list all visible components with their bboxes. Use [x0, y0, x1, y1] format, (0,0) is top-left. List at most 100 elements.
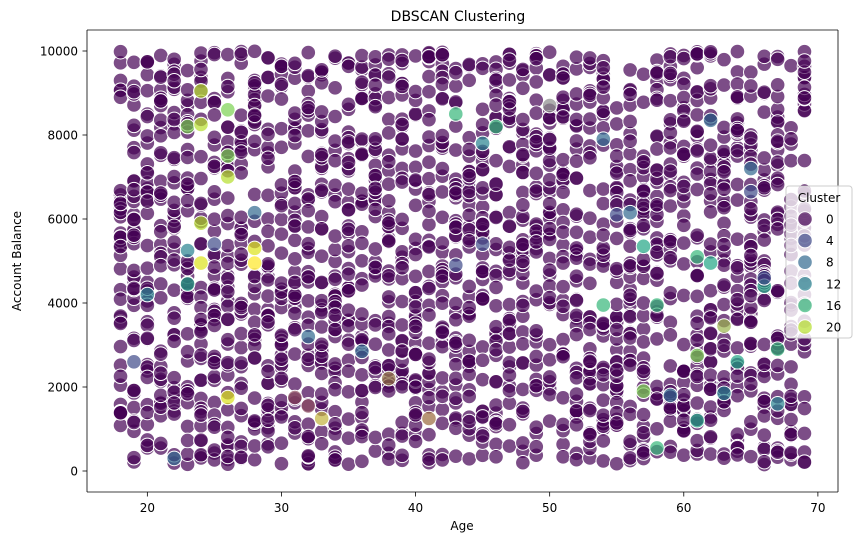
data-point: [193, 446, 209, 463]
data-point: [555, 109, 571, 125]
data-point: [260, 88, 276, 104]
data-point: [273, 351, 290, 368]
data-point: [246, 327, 263, 343]
data-point: [568, 240, 585, 256]
data-point: [447, 64, 464, 81]
data-point: [126, 280, 142, 297]
data-point: [380, 153, 397, 170]
data-point: [407, 268, 424, 285]
data-point: [193, 45, 209, 61]
data-point: [461, 353, 478, 370]
data-point: [635, 183, 652, 199]
data-point: [206, 282, 223, 298]
data-point: [568, 206, 585, 223]
data-point: [675, 217, 692, 234]
data-point: [206, 419, 223, 435]
data-point: [421, 351, 437, 367]
data-point: [313, 365, 330, 382]
data-point: [716, 385, 732, 402]
data-point: [394, 174, 410, 190]
data-point: [380, 451, 397, 468]
data-point: [246, 413, 263, 429]
data-point: [193, 170, 209, 187]
data-point: [313, 410, 330, 427]
data-point: [367, 241, 384, 257]
data-point: [273, 197, 290, 214]
data-point: [702, 255, 719, 271]
data-point: [716, 277, 732, 293]
data-point: [716, 318, 732, 334]
data-point: [166, 111, 182, 128]
data-point: [461, 366, 478, 383]
data-point: [461, 56, 478, 73]
data-point: [273, 120, 290, 137]
data-point: [796, 425, 813, 442]
data-point: [193, 407, 209, 423]
data-point: [327, 108, 343, 125]
x-tick-label: 20: [140, 501, 155, 515]
data-point: [139, 317, 156, 334]
data-point: [367, 180, 384, 197]
data-point: [300, 235, 317, 252]
data-point: [743, 78, 759, 94]
data-point: [354, 131, 370, 147]
legend-label: 12: [826, 277, 841, 291]
data-point: [421, 203, 437, 219]
data-point: [126, 399, 142, 416]
data-point: [421, 307, 437, 323]
data-point: [179, 386, 196, 402]
data-point: [608, 260, 625, 277]
data-point: [139, 128, 156, 144]
legend: Cluster 0 4 8 12 16 20: [785, 185, 853, 339]
data-point: [488, 374, 504, 390]
data-point: [474, 291, 491, 307]
data-point: [716, 199, 732, 216]
data-point: [474, 339, 491, 355]
data-point: [488, 209, 504, 226]
data-point: [649, 162, 665, 178]
data-point: [152, 223, 169, 240]
data-point: [568, 370, 585, 386]
data-point: [474, 352, 491, 369]
data-point: [675, 287, 692, 304]
data-point: [260, 69, 276, 86]
data-point: [461, 332, 478, 349]
data-point: [649, 244, 665, 261]
data-point: [126, 414, 142, 431]
data-point: [340, 336, 357, 352]
data-point: [635, 383, 652, 400]
data-point: [783, 444, 799, 461]
data-point: [434, 160, 451, 177]
data-point: [367, 317, 384, 333]
data-point: [702, 367, 719, 383]
data-point: [313, 292, 330, 309]
data-point: [702, 412, 719, 428]
data-point: [729, 311, 746, 328]
data-point: [461, 388, 478, 405]
data-point: [769, 176, 786, 193]
data-point: [260, 397, 276, 414]
data-point: [608, 207, 625, 223]
data-point: [568, 451, 585, 468]
data-point: [662, 413, 679, 429]
data-point: [662, 124, 679, 141]
data-point: [568, 386, 585, 402]
data-point: [555, 255, 571, 271]
data-point: [300, 122, 317, 139]
data-point: [139, 404, 156, 421]
data-point: [743, 376, 759, 392]
data-point: [608, 415, 625, 431]
data-point: [354, 428, 370, 445]
data-point: [407, 407, 424, 423]
data-point: [474, 409, 491, 425]
data-point: [689, 166, 705, 182]
data-point: [488, 118, 504, 135]
data-point: [139, 369, 156, 386]
data-point: [743, 414, 759, 430]
data-point: [287, 127, 303, 144]
data-point: [354, 343, 370, 360]
data-point: [716, 337, 732, 354]
data-point: [582, 275, 598, 292]
data-point: [434, 90, 451, 107]
data-point: [689, 315, 705, 331]
